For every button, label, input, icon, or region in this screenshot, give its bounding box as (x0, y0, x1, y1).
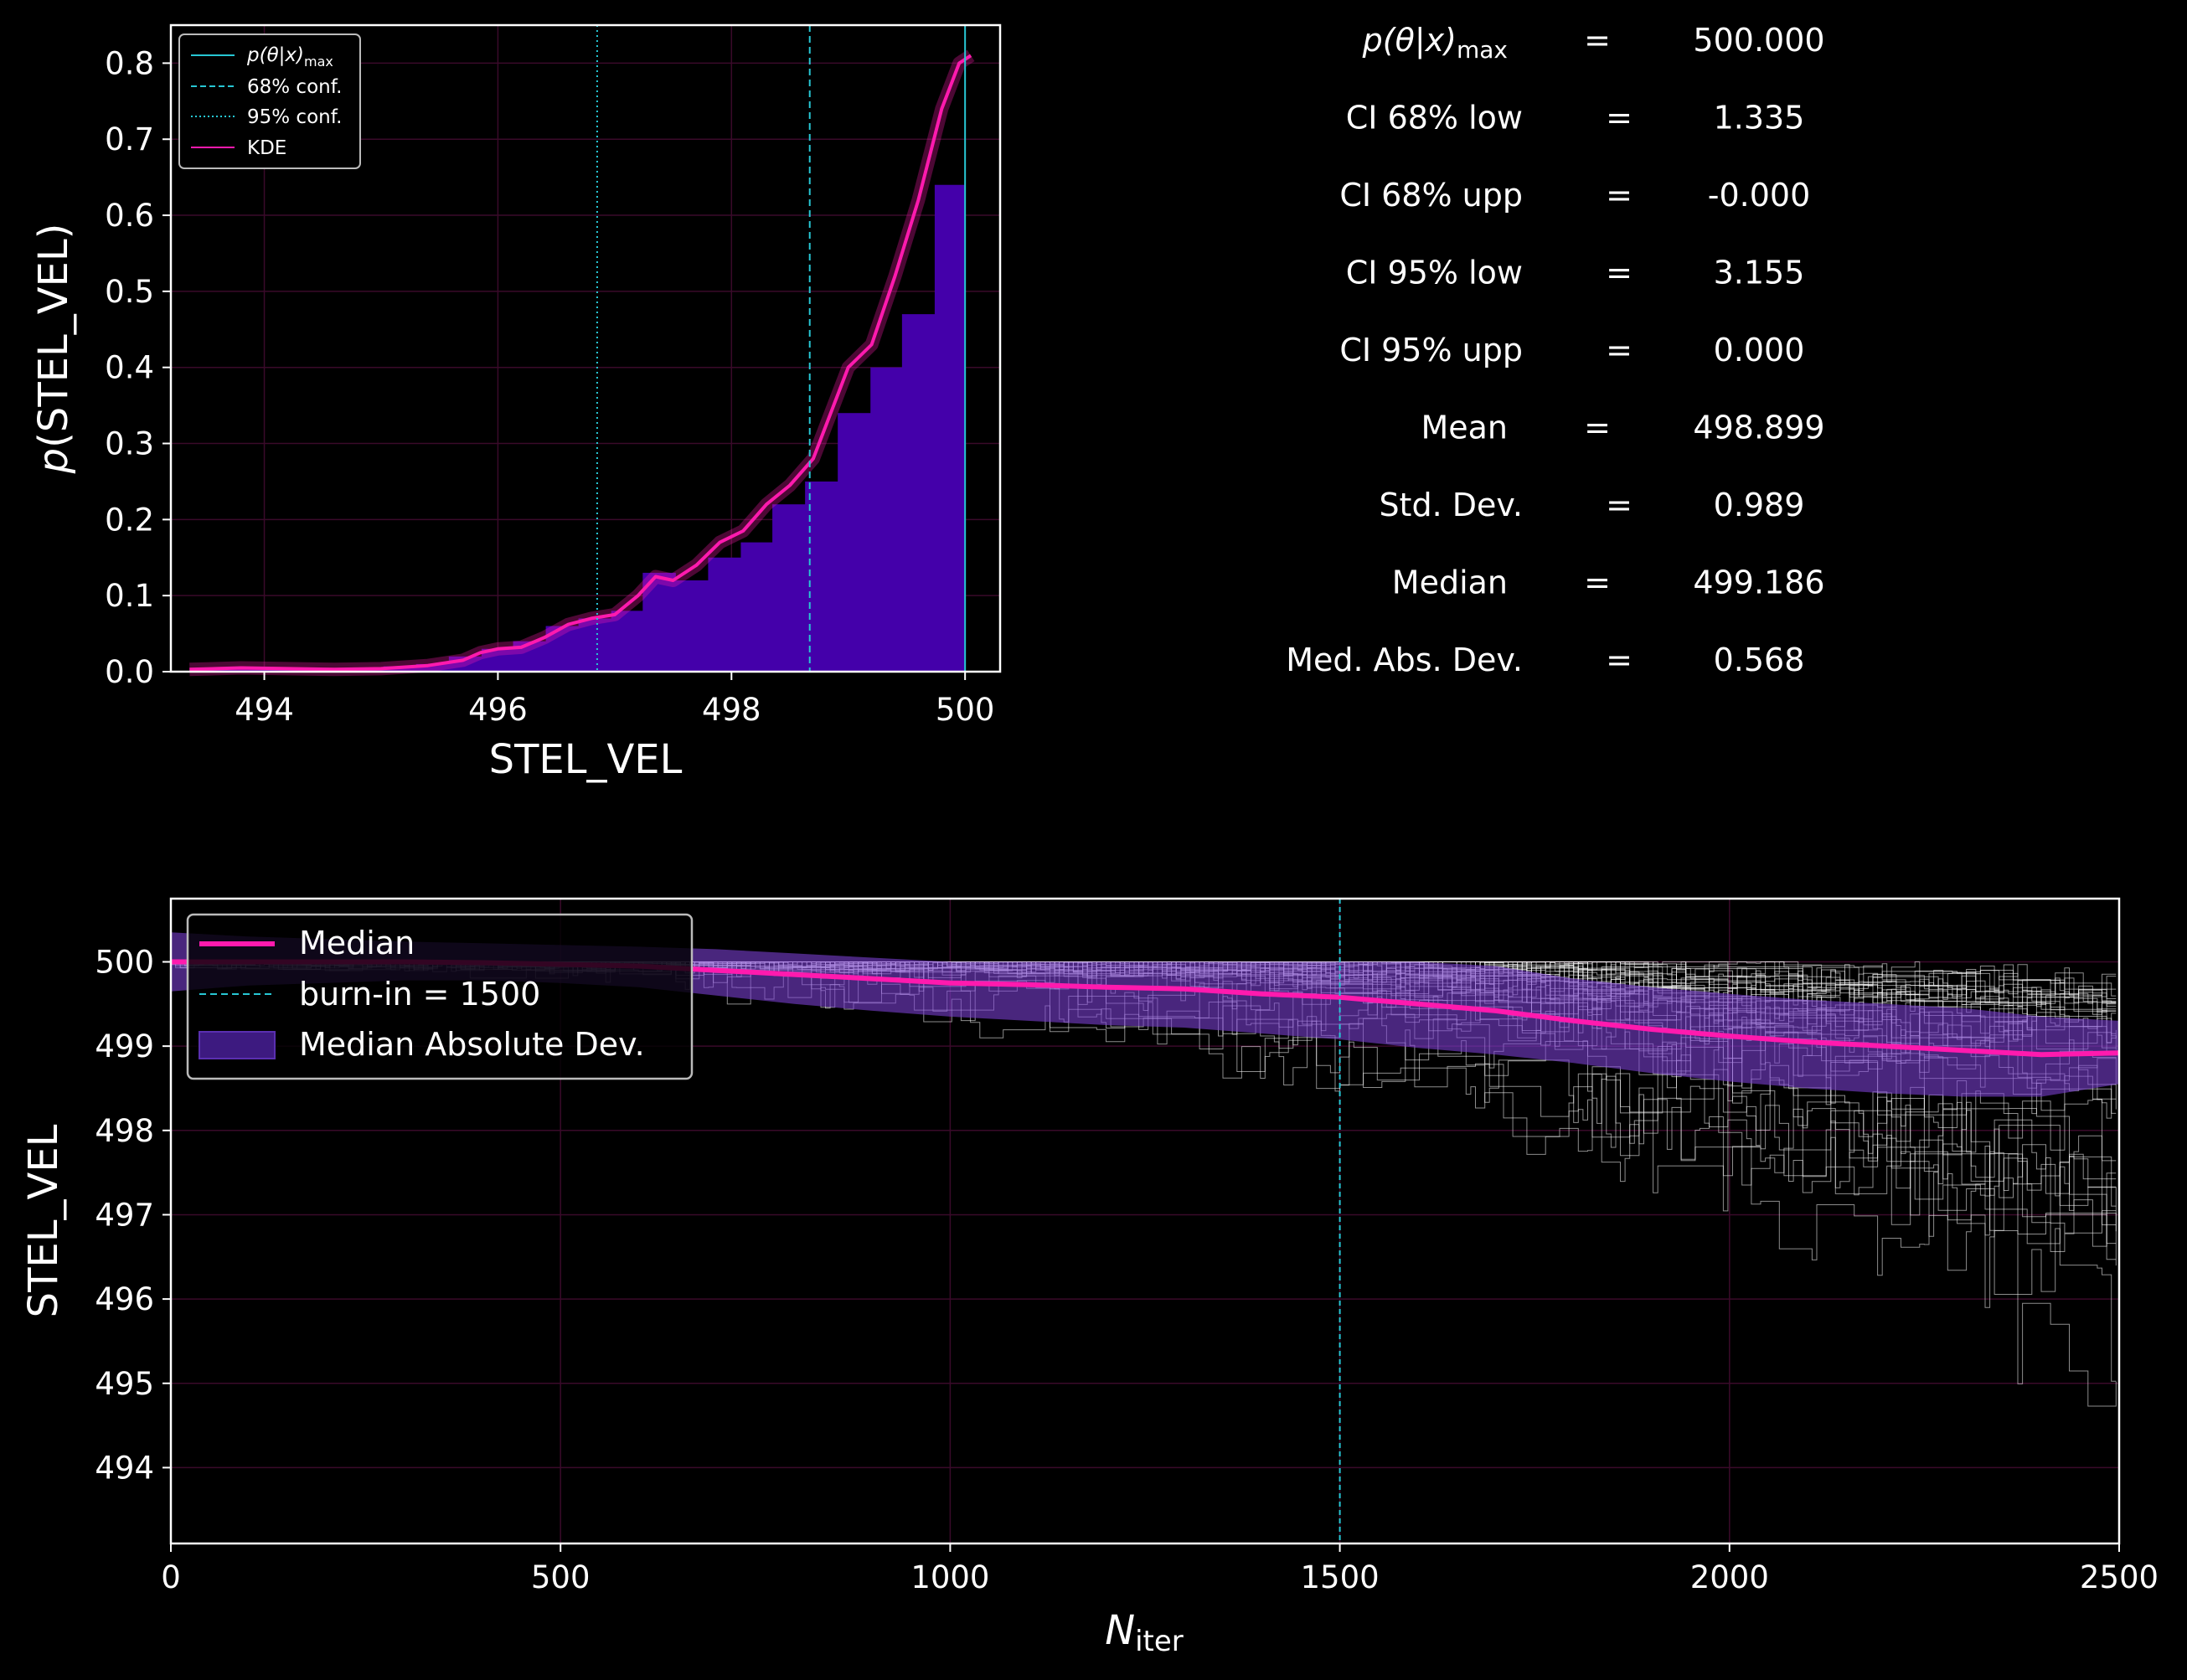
legend-label-burnin: burn-in = 1500 (299, 976, 540, 1013)
stat-label: CI 68% low (1346, 100, 1523, 137)
hist-ytick-label: 0.5 (105, 274, 154, 310)
hist-ylabel: p(STEL_VEL) (30, 224, 77, 475)
hist-bar (708, 557, 741, 672)
hist-legend: p(θ|x)max 68% conf. 95% conf. KDE (178, 33, 361, 169)
stat-equals: = (1606, 177, 1633, 214)
trace-xtick-label: 500 (531, 1559, 591, 1595)
trace-ytick-label: 497 (95, 1197, 154, 1233)
hist-yticks: 0.0 0.1 0.2 0.3 0.4 0.5 0.6 0.7 0.8 (105, 45, 171, 690)
trace-ylabel: STEL_VEL (20, 1124, 67, 1317)
stats-table: p(θ|x)max = 500.000 CI 68% low = 1.335 CI 68% … (1286, 22, 1824, 678)
hist-bar (642, 572, 676, 672)
stat-value: 0.000 (1714, 332, 1805, 368)
hist-ytick-label: 0.2 (105, 502, 154, 538)
hist-ytick-label: 0.3 (105, 426, 154, 462)
stat-equals: = (1584, 410, 1611, 446)
hist-bar (740, 542, 773, 672)
stat-value: 498.899 (1693, 410, 1824, 446)
legend-label-pmax: p(θ|x)max (246, 44, 333, 70)
hist-bar (870, 367, 903, 672)
trace-ytick-label: 494 (95, 1450, 154, 1486)
stat-label: Std. Dev. (1379, 487, 1523, 523)
legend-swatch-mad (199, 1031, 276, 1059)
trace-xtick-label: 1000 (910, 1559, 989, 1595)
stat-value: 3.155 (1714, 255, 1805, 291)
hist-plot-frame (169, 23, 1002, 673)
stat-equals: = (1606, 487, 1633, 523)
hist-bar (838, 413, 871, 672)
hist-ytick-label: 0.8 (105, 45, 154, 81)
hist-bar (772, 504, 806, 672)
stat-value: 0.568 (1714, 642, 1805, 678)
hist-ytick-label: 0.6 (105, 198, 154, 234)
hist-ytick-label: 0.4 (105, 350, 154, 386)
hist-xtick-label: 498 (702, 692, 761, 728)
stat-value: 499.186 (1693, 564, 1824, 601)
stat-value: 1.335 (1714, 100, 1805, 137)
trace-xlabel: Niter (1105, 1607, 1184, 1658)
stat-equals: = (1606, 100, 1633, 137)
hist-bar (901, 314, 936, 672)
hist-bar (675, 580, 709, 672)
stat-label: CI 68% upp (1339, 177, 1523, 214)
hist-bar (934, 184, 966, 672)
stat-label: CI 95% low (1346, 255, 1523, 291)
trace-ytick-label: 500 (95, 944, 154, 980)
legend-label-95: 95% conf. (247, 106, 342, 128)
hist-bar (415, 663, 450, 672)
trace-legend: Median burn-in = 1500 Median Absolute De… (186, 913, 694, 1080)
stat-equals: = (1606, 255, 1633, 291)
hist-xlabel: STEL_VEL (489, 736, 683, 783)
stat-value: -0.000 (1708, 177, 1811, 214)
trace-xtick-label: 2500 (2080, 1559, 2159, 1595)
legend-label-median: Median (299, 925, 415, 961)
stat-label: CI 95% upp (1339, 332, 1523, 368)
legend-label-kde: KDE (247, 137, 286, 159)
legend-label-68: 68% conf. (247, 76, 342, 98)
hist-legend-box (178, 33, 361, 169)
trace-ytick-label: 496 (95, 1281, 154, 1317)
stat-label: p(θ|x)max (1362, 22, 1508, 64)
histogram-panel: 494 496 498 500 0.0 0.1 0.2 0.3 0.4 0.5 0.6 0.7 0.8… (30, 23, 1002, 783)
trace-yticks: 494 495 496 497 498 499 500 (95, 944, 171, 1486)
hist-xtick-label: 496 (468, 692, 528, 728)
legend-label-mad: Median Absolute Dev. (299, 1026, 645, 1063)
stat-equals: = (1606, 642, 1633, 678)
stat-label: Median (1392, 564, 1508, 601)
stat-equals: = (1584, 564, 1611, 601)
hist-bar (805, 481, 838, 672)
stat-label: Med. Abs. Dev. (1286, 642, 1523, 678)
hist-bar (611, 611, 643, 672)
stat-label: Mean (1421, 410, 1508, 446)
stat-value: 500.000 (1693, 22, 1824, 59)
trace-ytick-label: 499 (95, 1028, 154, 1064)
hist-ytick-label: 0.7 (105, 121, 154, 157)
stat-equals: = (1606, 332, 1633, 368)
hist-bar (578, 618, 612, 672)
trace-xtick-label: 1500 (1301, 1559, 1380, 1595)
trace-ytick-label: 498 (95, 1113, 154, 1149)
trace-plot-frame (169, 897, 2121, 1545)
trace-ytick-label: 495 (95, 1366, 154, 1402)
trace-xtick-label: 0 (161, 1559, 181, 1595)
hist-vlines (596, 25, 967, 672)
trace-xticks: 0 500 1000 1500 2000 2500 (161, 1543, 2159, 1595)
trace-panel: 0 500 1000 1500 2000 2500 494 495 496 497 498 499 5… (20, 897, 2159, 1658)
stat-value: 0.989 (1714, 487, 1805, 523)
hist-bars (189, 184, 966, 672)
hist-bar (254, 669, 287, 672)
hist-xtick-label: 500 (936, 692, 995, 728)
hist-xtick-label: 494 (235, 692, 294, 728)
stat-equals: = (1584, 22, 1611, 59)
hist-kde (189, 49, 975, 677)
trace-xtick-label: 2000 (1690, 1559, 1769, 1595)
hist-xticks: 494 496 498 500 (235, 672, 994, 728)
hist-bar (222, 668, 255, 672)
hist-ytick-label: 0.1 (105, 578, 154, 614)
hist-ytick-label: 0.0 (105, 654, 154, 690)
trace-legend-box (186, 913, 694, 1080)
kde-line (189, 54, 972, 672)
